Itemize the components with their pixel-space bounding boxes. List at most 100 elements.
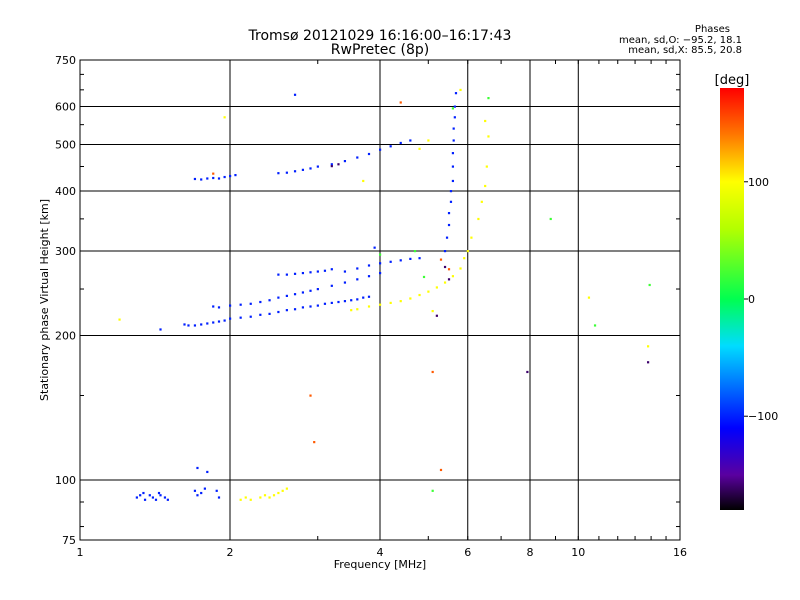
data-point	[447, 268, 451, 271]
data-point	[301, 271, 305, 275]
data-point	[447, 223, 451, 227]
data-point	[212, 172, 215, 175]
data-point	[379, 148, 382, 151]
data-point	[217, 320, 221, 323]
data-point	[309, 394, 312, 397]
colorbar-label: [deg]	[715, 73, 750, 88]
data-point	[309, 305, 312, 308]
x-tick-label: 8	[527, 546, 534, 559]
data-point	[409, 297, 412, 300]
data-point	[356, 267, 359, 270]
data-point	[159, 328, 162, 331]
data-point	[313, 441, 316, 444]
data-point	[223, 319, 226, 322]
y-tick-label: 75	[62, 534, 76, 547]
data-point	[356, 308, 359, 311]
data-point	[203, 487, 206, 490]
data-point	[268, 312, 271, 315]
data-point	[453, 116, 456, 119]
data-point	[148, 494, 151, 497]
data-point	[309, 271, 312, 274]
data-point	[323, 302, 327, 305]
data-point	[587, 296, 591, 299]
data-point	[367, 305, 371, 308]
data-point	[249, 498, 252, 501]
data-point	[451, 275, 455, 278]
data-point	[443, 265, 447, 269]
data-point	[343, 281, 347, 284]
data-point	[367, 152, 371, 156]
y-tick-label: 200	[55, 330, 76, 343]
phases-x-stats: mean, sd,X: 85.5, 20.8	[628, 45, 742, 56]
x-tick-label: 1	[77, 546, 84, 559]
x-tick-label: 4	[377, 546, 384, 559]
data-point	[379, 262, 382, 265]
data-point	[285, 487, 288, 490]
data-point	[409, 257, 412, 260]
data-point	[367, 264, 371, 267]
data-point	[422, 275, 426, 279]
data-point	[431, 370, 434, 374]
data-point	[373, 246, 376, 249]
data-point	[157, 491, 161, 495]
data-point	[277, 172, 280, 175]
data-point	[389, 145, 392, 148]
data-point	[451, 152, 455, 155]
data-point	[646, 345, 650, 348]
data-point	[301, 291, 305, 294]
x-tick-label: 2	[227, 546, 234, 559]
data-point	[277, 491, 280, 495]
data-point	[285, 294, 288, 297]
data-point	[356, 156, 359, 159]
data-point	[379, 271, 382, 275]
data-point	[193, 489, 197, 492]
data-point	[223, 116, 226, 119]
data-point	[418, 257, 421, 260]
data-point	[239, 498, 242, 501]
data-point	[459, 267, 462, 270]
data-point	[301, 168, 305, 171]
data-point	[362, 296, 365, 299]
data-point	[285, 309, 288, 312]
data-point	[337, 163, 340, 166]
data-point	[239, 303, 242, 306]
y-tick-label: 500	[55, 139, 76, 152]
x-tick-label: 6	[464, 546, 471, 559]
y-tick-label: 300	[55, 245, 76, 258]
data-point	[427, 290, 430, 293]
data-point	[389, 260, 392, 263]
data-point	[413, 250, 417, 253]
data-point	[459, 88, 462, 92]
colorbar-tick-label: −100	[748, 410, 778, 423]
data-point	[200, 491, 203, 495]
data-point	[293, 308, 297, 311]
data-point	[143, 498, 147, 501]
data-point	[447, 212, 451, 215]
data-point	[215, 489, 218, 492]
data-point	[356, 298, 359, 301]
data-point	[277, 273, 280, 276]
data-point	[193, 324, 197, 327]
y-tick-label: 750	[55, 54, 76, 67]
data-point	[452, 127, 455, 130]
data-point	[285, 171, 288, 174]
data-point	[453, 105, 456, 108]
x-tick-label: 10	[571, 546, 585, 559]
data-point	[206, 322, 209, 325]
data-point	[409, 139, 412, 142]
data-point	[418, 293, 421, 297]
data-point	[293, 272, 297, 275]
data-point	[451, 107, 455, 110]
data-point	[484, 119, 487, 123]
data-point	[463, 257, 466, 260]
chart-title: Tromsø 20121029 16:16:00–16:17:43	[248, 28, 512, 44]
data-point	[249, 302, 252, 305]
data-point	[443, 250, 447, 253]
data-point	[316, 288, 319, 291]
y-tick-label: 100	[55, 474, 76, 487]
data-point	[343, 270, 347, 273]
data-point	[330, 301, 333, 305]
data-point	[343, 300, 347, 303]
phases-o-stats: mean, sd,O: −95.2, 18.1	[619, 35, 742, 46]
